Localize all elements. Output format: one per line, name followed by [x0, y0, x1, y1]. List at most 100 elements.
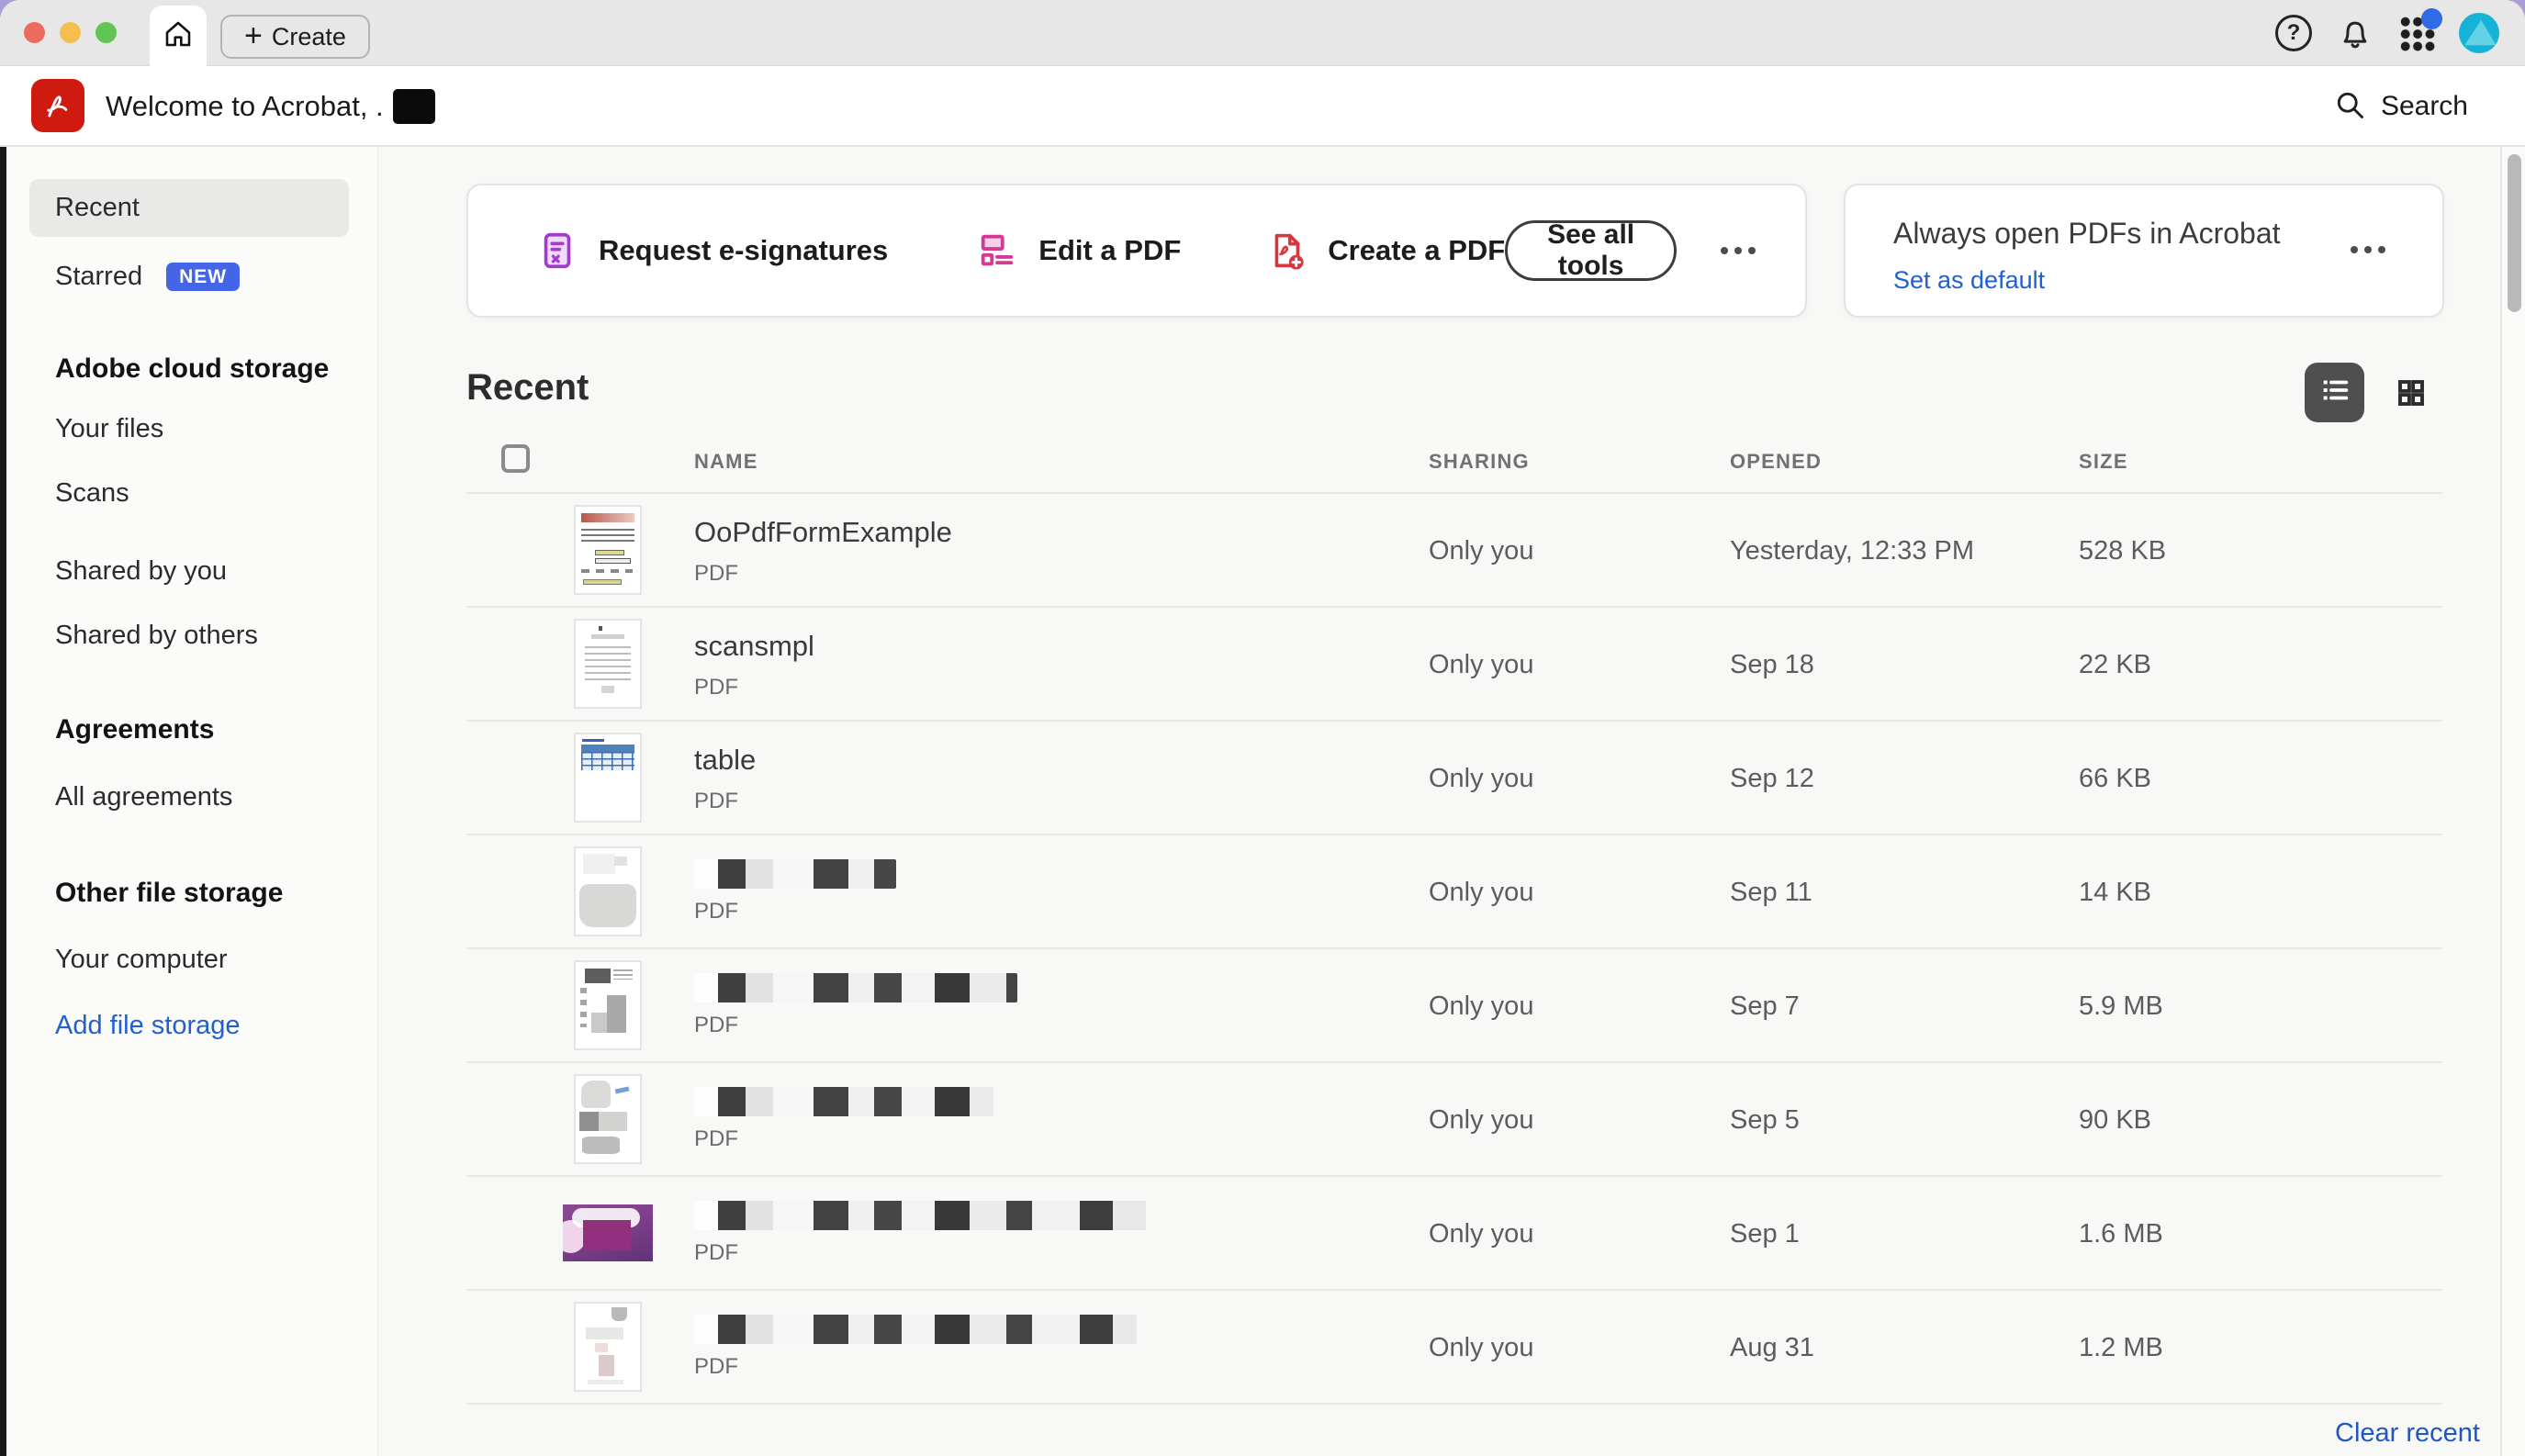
help-button[interactable]: ?: [2275, 15, 2312, 51]
question-icon: ?: [2286, 20, 2301, 45]
file-opened: Sep 5: [1730, 1104, 1800, 1135]
sidebar-item-add-file-storage[interactable]: Add file storage: [29, 1000, 349, 1051]
search-label: Search: [2380, 91, 2468, 121]
redacted-user-name: [392, 89, 435, 124]
file-thumbnail: [574, 733, 642, 823]
sidebar-item-all-agreements[interactable]: All agreements: [29, 771, 349, 823]
file-name: OoPdfFormExample: [694, 516, 952, 548]
sidebar-item-label: Shared by you: [55, 555, 228, 586]
list-view-icon: [2317, 372, 2353, 413]
table-row[interactable]: PDF Only you Sep 1 1.6 MB: [466, 1177, 2442, 1291]
file-type: PDF: [694, 675, 738, 700]
file-sharing: Only you: [1429, 763, 1534, 793]
tool-create-a-pdf[interactable]: Create a PDF: [1265, 230, 1505, 272]
grid-view-button[interactable]: [2395, 376, 2428, 409]
table-row[interactable]: PDF Only you Sep 7 5.9 MB: [466, 949, 2442, 1063]
sidebar: Recent Starred NEW Adobe cloud storage Y…: [0, 147, 378, 1456]
welcome-message: Welcome to Acrobat, .: [106, 66, 435, 147]
create-button[interactable]: + Create: [220, 15, 370, 59]
file-thumbnail: [563, 1204, 653, 1261]
notification-badge: [2421, 8, 2442, 29]
table-row[interactable]: scansmpl PDF Only you Sep 18 22 KB: [466, 608, 2442, 722]
search-button[interactable]: Search: [2333, 66, 2468, 147]
sidebar-item-label: All agreements: [55, 781, 233, 812]
ellipsis-icon: [1721, 247, 1728, 254]
sidebar-item-label: Your computer: [55, 944, 228, 974]
file-type: PDF: [694, 789, 738, 813]
file-sharing: Only you: [1429, 1218, 1534, 1249]
scrollbar-thumb[interactable]: [2508, 154, 2521, 312]
file-type: PDF: [694, 899, 738, 924]
sidebar-item-shared-by-you[interactable]: Shared by you: [29, 545, 349, 597]
default-app-more-button[interactable]: [2341, 237, 2395, 263]
welcome-text: Welcome to Acrobat, .: [106, 90, 384, 122]
clear-recent-link[interactable]: Clear recent: [2335, 1418, 2480, 1448]
file-size: 22 KB: [2079, 649, 2151, 679]
sidebar-item-shared-by-others[interactable]: Shared by others: [29, 610, 349, 661]
sidebar-heading-label: Other file storage: [55, 878, 284, 908]
sidebar-item-scans[interactable]: Scans: [29, 467, 349, 519]
redacted-file-name: [694, 859, 896, 889]
default-app-title: Always open PDFs in Acrobat: [1893, 217, 2281, 250]
tool-edit-a-pdf[interactable]: Edit a PDF: [976, 230, 1181, 272]
redacted-file-name: [694, 973, 1017, 1002]
table-row[interactable]: PDF Only you Sep 5 90 KB: [466, 1063, 2442, 1177]
select-all-checkbox[interactable]: [501, 444, 530, 473]
house-icon: [162, 17, 195, 55]
content-area: Request e-signatures Edit a PDF: [378, 147, 2500, 1456]
tools-more-button[interactable]: [1711, 238, 1765, 263]
user-avatar[interactable]: [2459, 13, 2499, 53]
sidebar-item-label: Your files: [55, 413, 164, 443]
create-pdf-icon: [1265, 230, 1307, 272]
new-badge: NEW: [166, 262, 241, 291]
redacted-file-name: [694, 1087, 993, 1116]
set-as-default-link[interactable]: Set as default: [1893, 266, 2046, 294]
sidebar-heading-adobe-cloud-storage: Adobe cloud storage: [55, 343, 358, 395]
default-app-card: Always open PDFs in Acrobat Set as defau…: [1844, 184, 2444, 318]
file-type: PDF: [694, 561, 738, 586]
file-thumbnail: [574, 619, 642, 709]
see-all-tools-button[interactable]: See all tools: [1505, 219, 1677, 281]
esignature-icon: [536, 230, 578, 272]
maximize-button[interactable]: [95, 22, 117, 43]
sidebar-item-label: Shared by others: [55, 620, 258, 650]
list-view-button[interactable]: [2305, 363, 2364, 422]
table-header: NAME SHARING OPENED SIZE: [466, 431, 2442, 494]
file-sharing: Only you: [1429, 991, 1534, 1021]
titlebar: + Create ?: [0, 0, 2525, 66]
sidebar-item-recent[interactable]: Recent: [29, 179, 349, 237]
file-sharing: Only you: [1429, 535, 1534, 566]
column-header-size: SIZE: [2079, 450, 2128, 473]
sidebar-item-label: Add file storage: [55, 1010, 241, 1040]
column-header-opened: OPENED: [1730, 450, 1823, 473]
redacted-file-name: [694, 1315, 1137, 1344]
sidebar-item-starred[interactable]: Starred NEW: [29, 251, 349, 302]
titlebar-actions: ?: [2275, 0, 2499, 66]
table-row[interactable]: PDF Only you Aug 31 1.2 MB: [466, 1291, 2442, 1405]
table-row[interactable]: OoPdfFormExample PDF Only you Yesterday,…: [466, 494, 2442, 608]
sidebar-heading-label: Agreements: [55, 714, 215, 745]
file-size: 528 KB: [2079, 535, 2167, 566]
sidebar-heading-other-file-storage: Other file storage: [55, 868, 358, 919]
file-sharing: Only you: [1429, 1332, 1534, 1362]
table-row[interactable]: PDF Only you Sep 11 14 KB: [466, 835, 2442, 949]
sidebar-item-label: Starred: [55, 261, 143, 291]
sidebar-item-your-files[interactable]: Your files: [29, 403, 349, 454]
home-tab[interactable]: [150, 6, 207, 66]
minimize-button[interactable]: [60, 22, 81, 43]
file-opened: Sep 12: [1730, 763, 1814, 793]
file-name: table: [694, 744, 757, 776]
file-opened: Sep 1: [1730, 1218, 1800, 1249]
table-row[interactable]: table PDF Only you Sep 12 66 KB: [466, 722, 2442, 835]
sidebar-item-your-computer[interactable]: Your computer: [29, 934, 349, 985]
app-launcher-button[interactable]: [2398, 8, 2442, 51]
sidebar-heading-agreements: Agreements: [55, 704, 358, 756]
file-type: PDF: [694, 1126, 738, 1151]
file-thumbnail: [574, 846, 642, 936]
tool-request-esignatures[interactable]: Request e-signatures: [536, 230, 888, 272]
tool-label: Create a PDF: [1328, 234, 1506, 266]
notifications-button[interactable]: [2336, 14, 2374, 52]
file-thumbnail: [574, 1074, 642, 1164]
close-button[interactable]: [24, 22, 45, 43]
